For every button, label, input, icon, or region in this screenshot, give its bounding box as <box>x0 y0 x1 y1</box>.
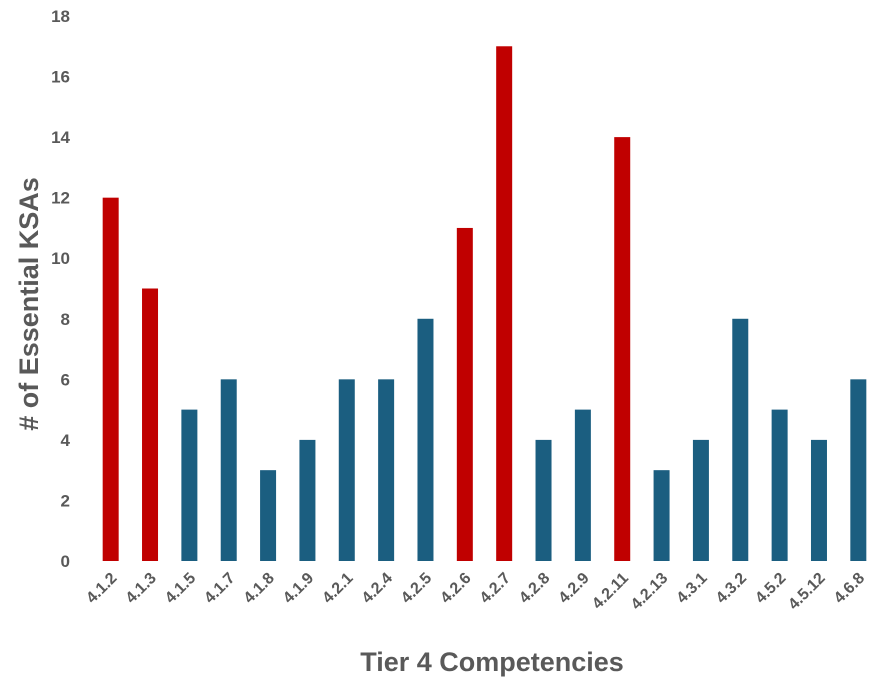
bar <box>771 409 788 561</box>
y-tick-label: 18 <box>51 7 70 26</box>
bars <box>102 46 867 562</box>
y-tick-label: 16 <box>51 68 70 87</box>
x-tick-label: 4.5.2 <box>752 570 789 607</box>
x-tick-label: 4.2.8 <box>516 570 553 607</box>
x-tick-label: 4.2.13 <box>628 570 672 614</box>
x-tick-label: 4.5.12 <box>785 570 829 614</box>
x-tick-label: 4.2.6 <box>437 570 474 607</box>
x-tick-label: 4.2.1 <box>319 570 356 607</box>
y-tick-label: 6 <box>61 370 70 389</box>
x-tick-label: 4.2.4 <box>359 570 396 607</box>
bar <box>496 46 513 562</box>
x-tick-label: 4.2.5 <box>398 570 435 607</box>
bar <box>810 439 827 561</box>
y-axis-title: # of Essential KSAs <box>14 177 44 431</box>
y-tick-label: 4 <box>61 431 71 450</box>
bar <box>692 439 709 561</box>
y-tick-label: 0 <box>61 552 70 571</box>
x-axis-ticks: 4.1.2 4.1.3 4.1.5 4.1.7 4.1.8 4.1.9 4.2.1 4.2.4… <box>83 570 868 614</box>
bar <box>614 137 631 561</box>
x-tick-label: 4.1.8 <box>241 570 278 607</box>
bar <box>338 379 355 561</box>
y-tick-label: 8 <box>61 310 70 329</box>
bar <box>378 379 395 561</box>
bar <box>260 470 277 561</box>
y-axis-ticks: 0 2 4 6 8 10 12 14 16 18 <box>51 7 70 571</box>
bar <box>456 227 473 561</box>
x-tick-label: 4.2.7 <box>477 570 514 607</box>
x-tick-label: 4.1.3 <box>123 570 160 607</box>
x-tick-label: 4.2.11 <box>589 570 632 613</box>
x-axis-title: Tier 4 Competencies <box>360 647 624 677</box>
x-tick-label: 4.6.8 <box>831 570 868 607</box>
bar <box>299 439 316 561</box>
bar <box>574 409 591 561</box>
bar <box>142 288 159 561</box>
bar <box>732 318 749 561</box>
bar <box>181 409 198 561</box>
x-tick-label: 4.1.2 <box>83 570 120 607</box>
x-tick-label: 4.2.9 <box>556 570 593 607</box>
x-tick-label: 4.1.7 <box>201 570 238 607</box>
y-tick-label: 14 <box>51 128 70 147</box>
bar <box>417 318 434 561</box>
bar <box>850 379 867 561</box>
bar <box>220 379 237 561</box>
x-tick-label: 4.3.1 <box>674 570 711 607</box>
x-tick-label: 4.3.2 <box>713 570 750 607</box>
bar <box>102 197 119 561</box>
bar <box>535 439 552 561</box>
x-tick-label: 4.1.9 <box>280 570 317 607</box>
y-tick-label: 2 <box>61 491 70 510</box>
bar <box>653 470 670 561</box>
y-tick-label: 10 <box>51 249 70 268</box>
x-tick-label: 4.1.5 <box>162 570 199 607</box>
y-tick-label: 12 <box>51 189 70 208</box>
